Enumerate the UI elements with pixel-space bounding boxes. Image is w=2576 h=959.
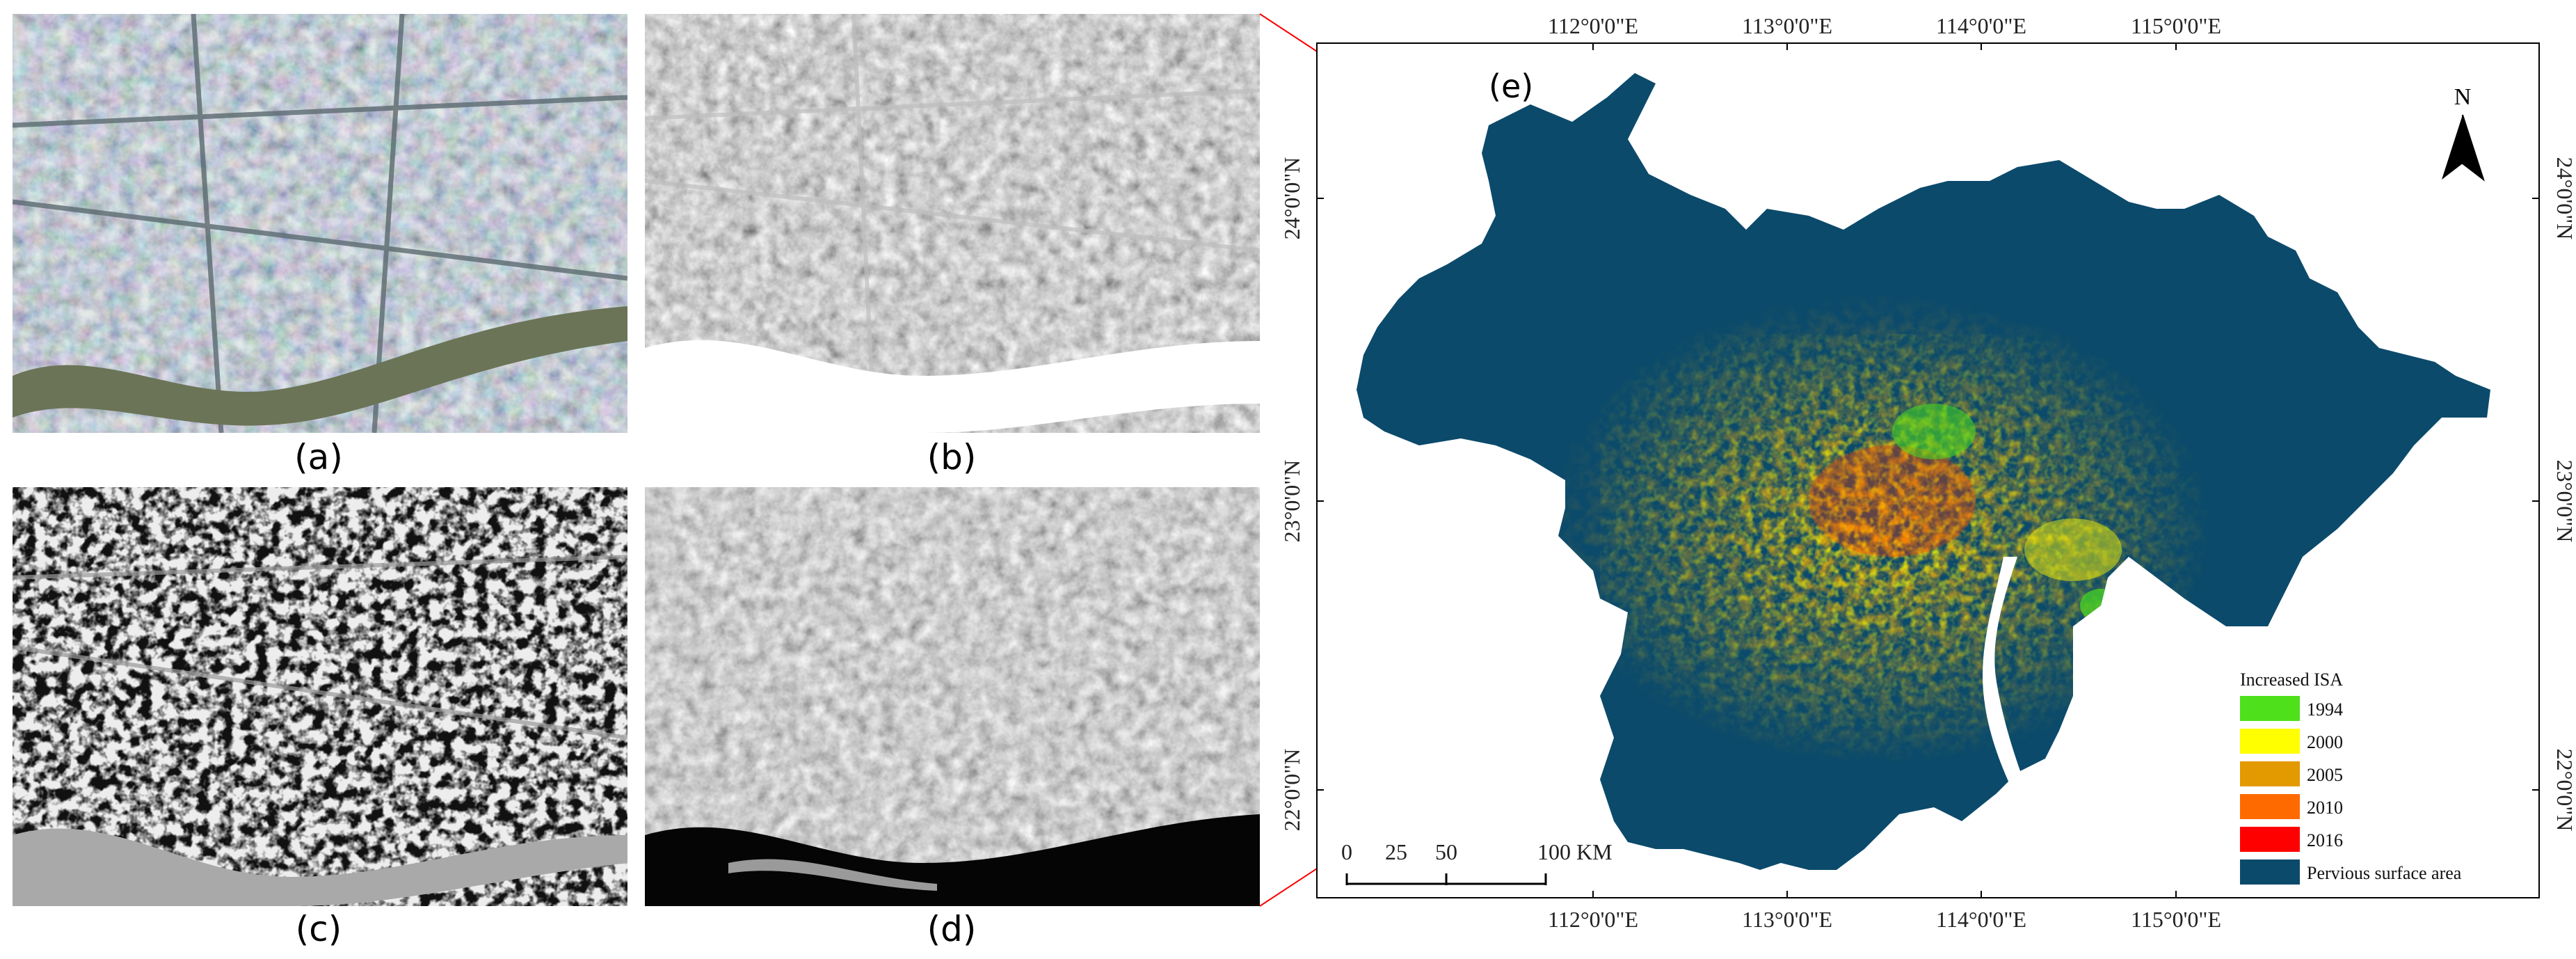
lon-tick-label-top: 114°0'0"E (1936, 13, 2026, 38)
panel-d-label: (d) (927, 909, 977, 949)
lon-tick-label-top: 113°0'0"E (1742, 13, 1832, 38)
legend-swatch (2240, 696, 2300, 721)
panel-c-label: (c) (295, 909, 342, 949)
legend-swatch (2240, 761, 2300, 786)
panel-a-label: (a) (294, 437, 343, 477)
lat-tick-label-left: 22°0'0"N (1279, 749, 1304, 832)
lat-tick-label-right: 22°0'0"N (2552, 749, 2576, 832)
grayscale-panel-b (645, 14, 1260, 433)
lat-tick-label-right: 23°0'0"N (2552, 460, 2576, 543)
pearl-river-estuary (1983, 557, 2031, 800)
legend-label: 2000 (2307, 732, 2343, 752)
grayscale-panel-d (645, 487, 1260, 906)
lon-tick-label-bottom: 113°0'0"E (1742, 907, 1832, 932)
index-panel-c (13, 487, 627, 906)
lat-tick-label-left: 24°0'0"N (1279, 157, 1304, 240)
legend-label: 2016 (2307, 830, 2343, 850)
scale-bar: 0 25 50 100 KM (1341, 839, 1613, 885)
lon-tick-label-bottom: 114°0'0"E (1936, 907, 2026, 932)
north-arrow-icon: N (2442, 84, 2485, 182)
svg-text:100 KM: 100 KM (1537, 839, 1613, 864)
panel-b-label: (b) (927, 437, 977, 477)
legend-label: 1994 (2307, 699, 2343, 720)
svg-text:0: 0 (1341, 839, 1352, 864)
legend-label: 2005 (2307, 765, 2343, 785)
legend-swatch (2240, 859, 2300, 885)
lon-tick-label-top: 112°0'0"E (1548, 13, 1638, 38)
lat-tick-label-right: 24°0'0"N (2552, 157, 2576, 240)
longitude-ticks-top: 112°0'0"E 113°0'0"E 114°0'0"E 115°0'0"E (1548, 13, 2221, 50)
latitude-ticks-left: 22°0'0"N 23°0'0"N 24°0'0"N (1279, 157, 1324, 832)
lat-tick-label-left: 23°0'0"N (1279, 460, 1304, 543)
latitude-ticks-right: 22°0'0"N 23°0'0"N 24°0'0"N (2532, 157, 2576, 832)
legend-label: Pervious surface area (2307, 863, 2462, 883)
satellite-panel-a (13, 14, 627, 433)
legend-title: Increased ISA (2240, 669, 2343, 690)
lon-tick-label-bottom: 115°0'0"E (2131, 907, 2221, 932)
legend-swatch (2240, 794, 2300, 819)
svg-text:50: 50 (1435, 839, 1457, 864)
legend: Increased ISA 1994 2000 2005 2010 2016 Pervio… (2230, 665, 2508, 891)
svg-text:25: 25 (1385, 839, 1407, 864)
legend-swatch (2240, 729, 2300, 754)
longitude-ticks-bottom: 112°0'0"E 113°0'0"E 114°0'0"E 115°0'0"E (1548, 891, 2221, 932)
legend-swatch (2240, 827, 2300, 852)
map-panel-label: (e) (1489, 68, 1533, 105)
lon-tick-label-top: 115°0'0"E (2131, 13, 2221, 38)
svg-text:N: N (2454, 84, 2472, 110)
legend-label: 2010 (2307, 798, 2343, 818)
lon-tick-label-bottom: 112°0'0"E (1548, 907, 1638, 932)
